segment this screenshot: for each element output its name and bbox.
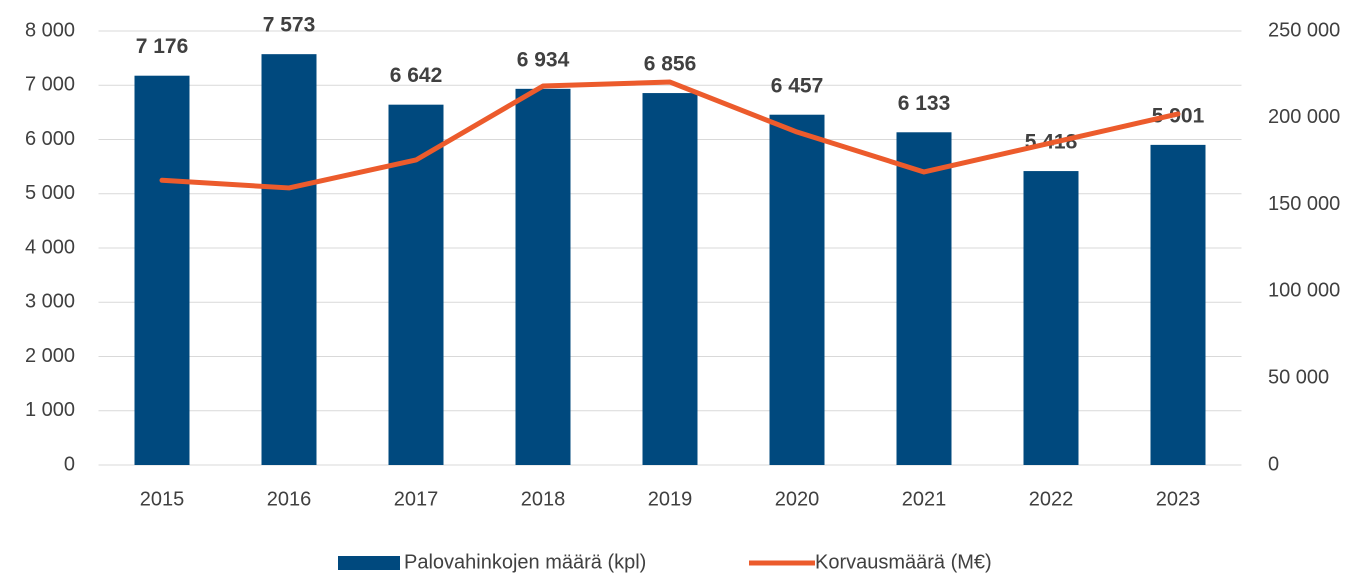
x-tick-label: 2021 (902, 488, 947, 510)
y2-tick-label: 100 000 (1268, 280, 1340, 302)
x-tick-label: 2016 (267, 488, 312, 510)
y2-tick-label: 250 000 (1268, 19, 1340, 41)
x-tick-label: 2022 (1029, 488, 1074, 510)
data-label: 6 133 (898, 92, 951, 115)
legend-label: Korvausmäärä (M€) (815, 551, 992, 573)
x-tick-label: 2018 (521, 488, 566, 510)
y-tick-label: 7 000 (25, 74, 75, 96)
y-tick-label: 4 000 (25, 236, 75, 258)
legend-label: Palovahinkojen määrä (kpl) (404, 551, 646, 573)
bar (642, 93, 698, 465)
bar (261, 54, 317, 466)
x-tick-label: 2020 (775, 488, 820, 510)
bar (896, 132, 952, 466)
y2-tick-label: 200 000 (1268, 106, 1340, 128)
x-tick-label: 2019 (648, 488, 693, 510)
legend-swatch (338, 556, 400, 570)
bar (515, 88, 571, 465)
x-tick-label: 2017 (394, 488, 439, 510)
line (159, 79, 1181, 191)
data-label: 6 934 (517, 48, 570, 71)
bar (1023, 171, 1079, 466)
y-tick-label: 0 (64, 453, 75, 475)
y2-tick-label: 50 000 (1268, 366, 1329, 388)
data-label: 7 176 (136, 35, 189, 58)
data-label: 6 856 (644, 53, 697, 76)
y-tick-label: 1 000 (25, 399, 75, 421)
data-label: 6 457 (771, 74, 824, 97)
y-tick-label: 2 000 (25, 345, 75, 367)
x-tick-label: 2015 (140, 488, 185, 510)
y2-tick-label: 0 (1268, 453, 1279, 475)
y-tick-label: 6 000 (25, 128, 75, 150)
bar (769, 114, 825, 465)
bar (134, 75, 190, 466)
data-label: 7 573 (263, 14, 316, 37)
y-tick-label: 5 000 (25, 182, 75, 204)
y-tick-label: 8 000 (25, 19, 75, 41)
y2-tick-label: 150 000 (1268, 193, 1340, 215)
y-tick-label: 3 000 (25, 291, 75, 313)
data-label: 6 642 (390, 64, 443, 87)
bar (1150, 144, 1206, 466)
x-tick-label: 2023 (1156, 488, 1201, 510)
